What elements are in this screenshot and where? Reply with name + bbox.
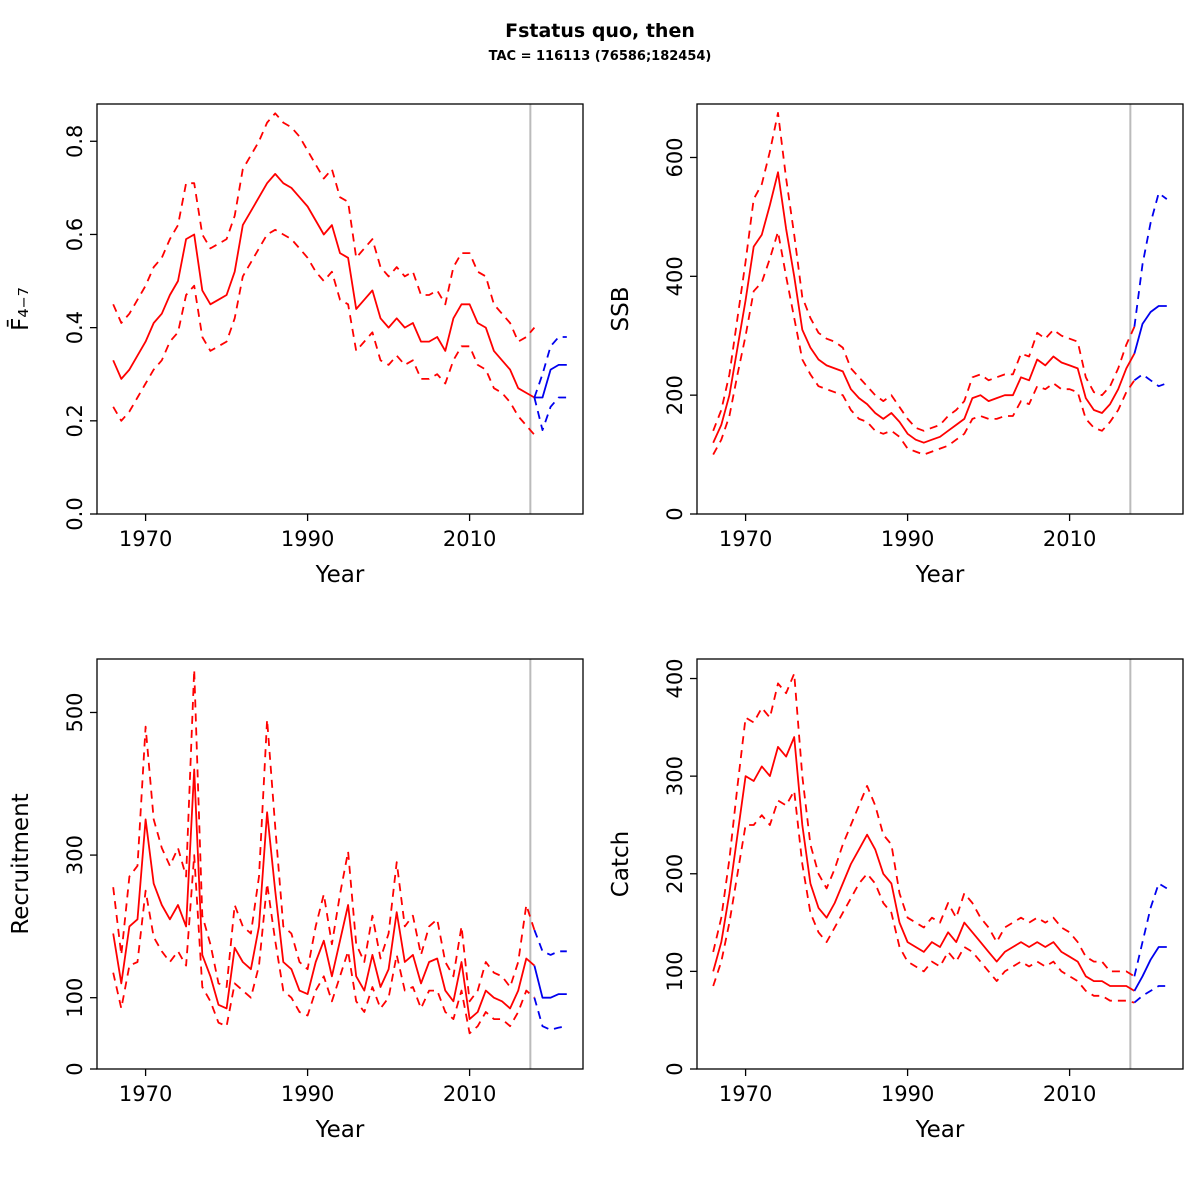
svg-text:0.6: 0.6	[63, 218, 87, 251]
svg-text:F̄₄₋₇: F̄₄₋₇	[6, 287, 34, 331]
svg-text:1970: 1970	[119, 1082, 172, 1106]
svg-text:0: 0	[663, 1062, 687, 1075]
svg-text:1970: 1970	[719, 1082, 772, 1106]
panel-recruitment: 1970 1990 2010 0 100 300 500 Year Recruitment	[0, 645, 600, 1200]
svg-text:400: 400	[663, 658, 687, 698]
ssb-plot: 1970 1990 2010 0 200 400 600 Year SSB	[608, 103, 1184, 588]
svg-text:Catch: Catch	[608, 831, 634, 897]
svg-text:2010: 2010	[443, 527, 496, 551]
svg-text:SSB: SSB	[608, 287, 634, 332]
panel-ssb: 1970 1990 2010 0 200 400 600 Year SSB	[600, 90, 1200, 645]
svg-text:2010: 2010	[1043, 527, 1096, 551]
svg-text:300: 300	[63, 835, 87, 875]
svg-text:1970: 1970	[119, 527, 172, 551]
figure-header: Fstatus quo, then TAC = 116113 (76586;18…	[0, 0, 1200, 90]
svg-text:0.8: 0.8	[63, 125, 87, 158]
svg-text:400: 400	[663, 256, 687, 296]
svg-text:500: 500	[63, 692, 87, 732]
figure-subtitle: TAC = 116113 (76586;182454)	[488, 49, 712, 64]
svg-text:Year: Year	[915, 562, 965, 588]
svg-text:1990: 1990	[281, 1082, 334, 1106]
svg-text:Year: Year	[315, 1117, 365, 1143]
svg-text:0.2: 0.2	[63, 404, 87, 437]
svg-text:300: 300	[663, 756, 687, 796]
panel-catch: 1970 1990 2010 0 100 200 300 400 Year Catch	[600, 645, 1200, 1200]
svg-text:600: 600	[663, 137, 687, 177]
svg-text:0.4: 0.4	[63, 311, 87, 344]
svg-text:1970: 1970	[719, 527, 772, 551]
svg-text:Year: Year	[315, 562, 365, 588]
panel-fbar: 1970 1990 2010 0.0 0.2 0.4 0.6 0.8 Year F̄₄₋₇	[0, 90, 600, 645]
svg-text:0: 0	[663, 507, 687, 520]
svg-text:Recruitment: Recruitment	[8, 793, 34, 934]
svg-text:100: 100	[63, 978, 87, 1018]
recruitment-plot: 1970 1990 2010 0 100 300 500 Year Recruitment	[8, 658, 584, 1143]
svg-text:1990: 1990	[281, 527, 334, 551]
svg-text:1990: 1990	[881, 1082, 934, 1106]
svg-text:Year: Year	[915, 1117, 965, 1143]
svg-text:100: 100	[663, 951, 687, 991]
svg-text:200: 200	[663, 854, 687, 894]
charts-grid: 1970 1990 2010 0.0 0.2 0.4 0.6 0.8 Year F̄₄₋₇ 197…	[0, 90, 1200, 1200]
fbar-plot: 1970 1990 2010 0.0 0.2 0.4 0.6 0.8 Year F̄₄₋₇	[6, 103, 584, 588]
svg-text:0: 0	[63, 1062, 87, 1075]
svg-text:1990: 1990	[881, 527, 934, 551]
svg-text:2010: 2010	[1043, 1082, 1096, 1106]
svg-text:2010: 2010	[443, 1082, 496, 1106]
figure-title: Fstatus quo, then	[505, 20, 695, 42]
catch-plot: 1970 1990 2010 0 100 200 300 400 Year Catch	[608, 658, 1184, 1143]
svg-text:0.0: 0.0	[63, 497, 87, 530]
svg-text:200: 200	[663, 375, 687, 415]
